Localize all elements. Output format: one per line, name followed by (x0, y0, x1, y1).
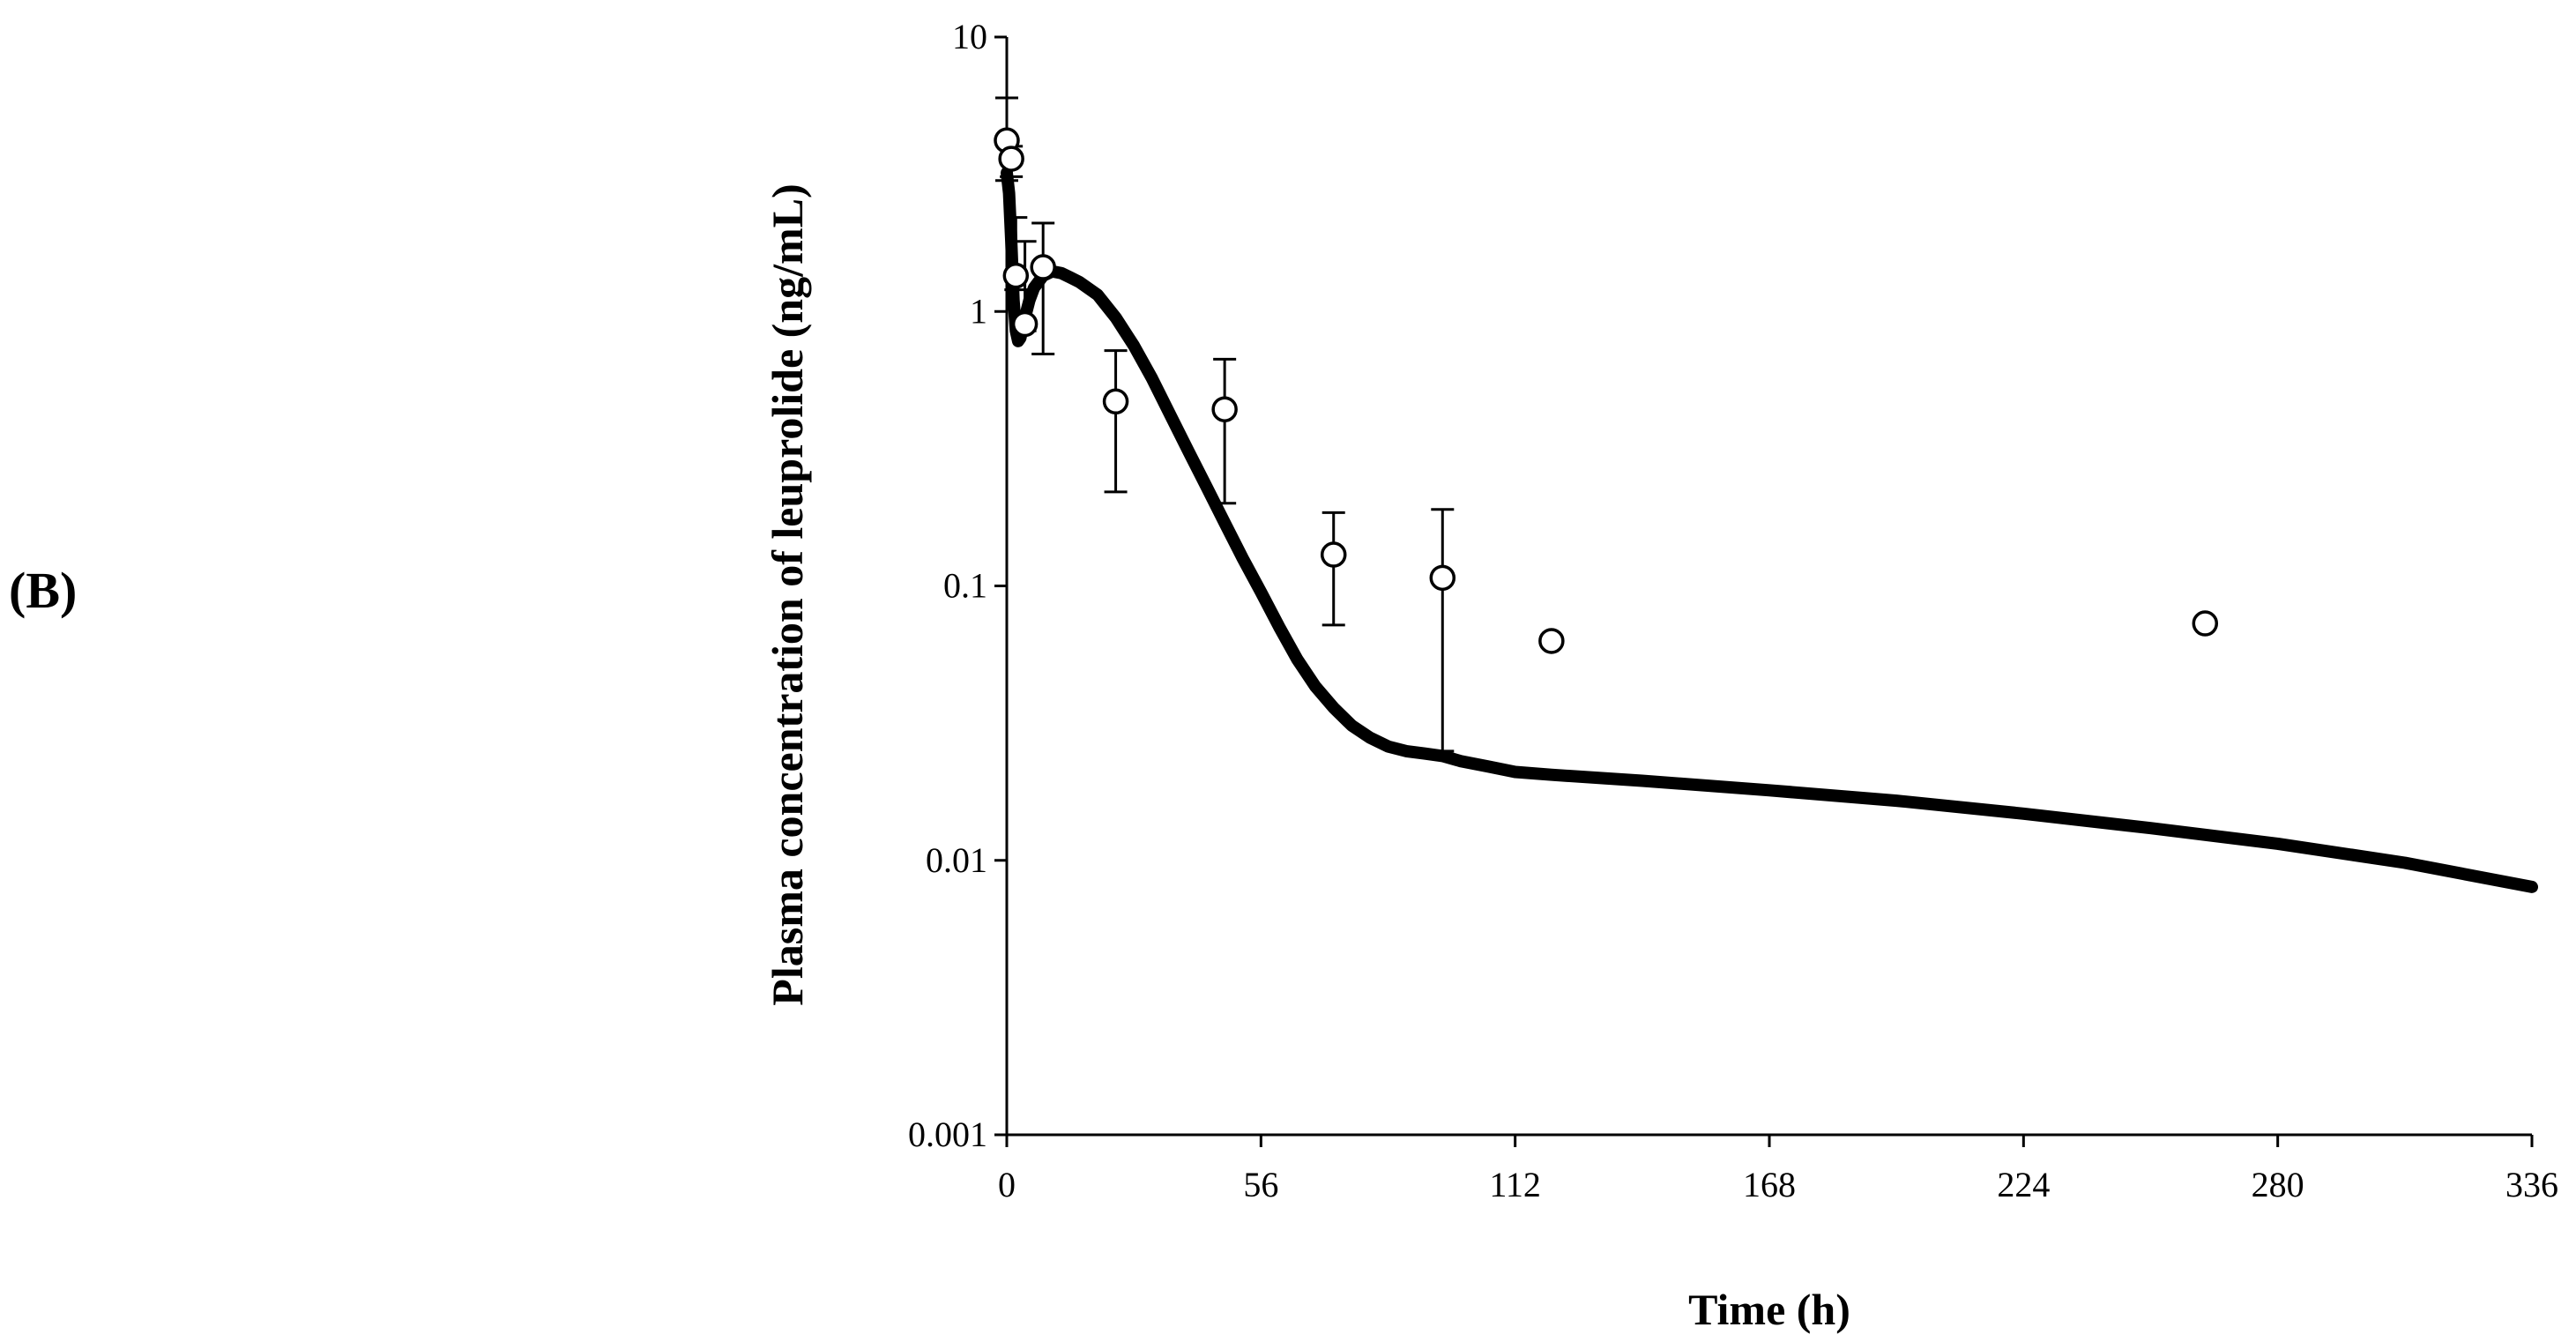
x-axis-title: Time (h) (1688, 1285, 1850, 1334)
x-tick-label: 168 (1743, 1165, 1796, 1204)
data-point (998, 145, 1024, 172)
data-point (1002, 262, 1030, 289)
y-tick-label: 1 (970, 291, 987, 331)
y-tick-label: 0.1 (943, 566, 987, 606)
error-bars (995, 96, 1455, 753)
data-point (1538, 628, 1565, 654)
data-point (1011, 310, 1039, 338)
y-tick-label: 0.001 (908, 1115, 987, 1154)
x-tick-label: 56 (1243, 1165, 1278, 1204)
y-tick-label: 0.01 (926, 840, 987, 880)
x-tick-label: 336 (2505, 1165, 2558, 1204)
y-tick-label: 10 (952, 17, 987, 56)
error-bar (1104, 349, 1128, 494)
data-point (1030, 254, 1056, 280)
predicted-line (1001, 167, 2538, 893)
error-bar (1322, 511, 1345, 627)
panel-label: (B) (9, 562, 78, 619)
error-bar (1431, 508, 1455, 753)
x-tick-label: 112 (1489, 1165, 1541, 1204)
prediction-curve (1001, 167, 2538, 893)
y-axis-title: Plasma concentration of leuprolide (ng/m… (763, 183, 812, 1005)
axes: 0.001 0.01 0.1 1 10 0 56 112 168 224 280 336 (908, 17, 2558, 1204)
data-point (1211, 396, 1238, 422)
error-bar (1213, 357, 1237, 505)
x-tick-label: 0 (998, 1165, 1016, 1204)
data-point (2192, 610, 2219, 637)
observed-points (994, 127, 2219, 654)
error-bar (1031, 221, 1055, 355)
data-point (1102, 388, 1129, 415)
data-point (1320, 541, 1347, 568)
data-point (1429, 564, 1456, 592)
x-tick-label: 224 (1997, 1165, 2050, 1204)
x-tick-label: 280 (2252, 1165, 2304, 1204)
